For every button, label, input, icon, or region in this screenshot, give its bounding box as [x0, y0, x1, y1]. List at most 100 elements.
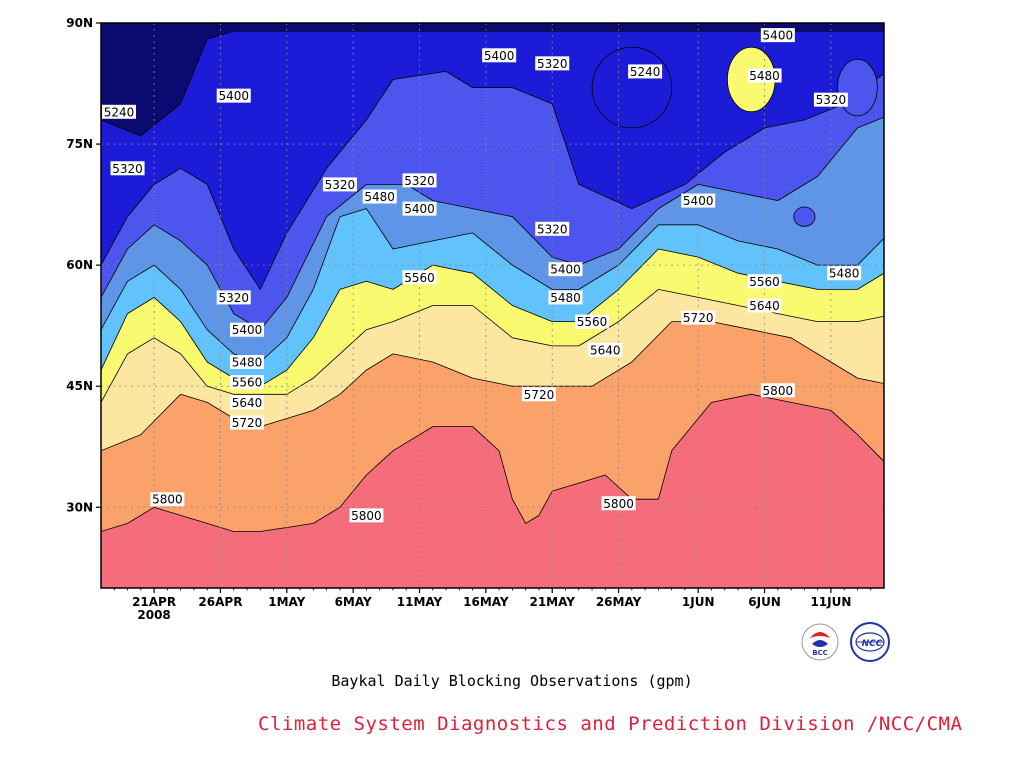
contour-label-text: 5720 [524, 388, 555, 402]
contour-label: 5400 [760, 28, 795, 43]
contour-label: 5720 [681, 310, 716, 325]
bcc-logo-text: BCC [812, 649, 828, 657]
contour-label-bg [747, 68, 782, 83]
contour-label-text: 5400 [683, 194, 714, 208]
contour-label-text: 5720 [232, 416, 263, 430]
contour-label: 5400 [216, 88, 251, 103]
contour-label-text: 5320 [325, 178, 356, 192]
contour-label-text: 5480 [829, 267, 860, 281]
contour-label-bg [322, 177, 357, 192]
contour-label-bg [402, 201, 437, 216]
contour-label: 5560 [402, 270, 437, 285]
contour-label-bg [229, 322, 264, 337]
contour-label: 5800 [760, 383, 795, 398]
contour-label: 5720 [229, 415, 264, 430]
contour-label: 5480 [229, 355, 264, 370]
contour-label-bg [229, 355, 264, 369]
contour-label-bg [229, 395, 264, 410]
contour-label: 5480 [747, 68, 782, 83]
contour-label-bg [827, 266, 862, 281]
ncc-logo-icon: NCC [850, 622, 890, 662]
contour-label-bg [575, 314, 610, 329]
x-tick-label: 16MAY [463, 595, 509, 609]
contour-label-text: 5640 [232, 396, 263, 410]
x-tick-label: 21MAY [529, 595, 575, 609]
contour-label-text: 5640 [590, 343, 621, 357]
contour-label: 5400 [482, 48, 517, 63]
x-tick-label: 6JUN [748, 595, 781, 609]
y-tick-label: 60N [66, 258, 93, 272]
contour-label-text: 5320 [816, 93, 847, 107]
chart-caption: Baykal Daily Blocking Observations (gpm) [331, 672, 693, 690]
credit-line: Climate System Diagnostics and Predictio… [258, 713, 963, 735]
contour-label-bg [402, 270, 437, 285]
contour-label-bg [102, 104, 136, 119]
contour-label-text: 5560 [577, 315, 608, 329]
logos: BCC NCC [800, 620, 900, 664]
contour-label: 5720 [521, 387, 556, 402]
contour-label: 5320 [322, 177, 357, 192]
contour-label-bg [548, 262, 583, 277]
x-tick-label: 11JUN [810, 595, 851, 609]
low-center-blob-far-east [793, 206, 816, 227]
contour-label-text: 5480 [550, 291, 581, 305]
contour-label-bg [482, 48, 517, 63]
contour-label-bg [362, 189, 397, 204]
contour-label-bg [150, 492, 185, 507]
contour-label-bg [681, 193, 716, 208]
contour-label: 5320 [535, 221, 570, 236]
contour-label-text: 5720 [683, 311, 714, 325]
ncc-logo-text: NCC [862, 639, 883, 649]
contour-label: 5240 [628, 64, 663, 79]
contour-label: 5320 [535, 56, 570, 71]
contour-label-text: 5320 [537, 222, 568, 236]
contour-label-bg [229, 415, 264, 430]
contour-label-text: 5240 [104, 105, 135, 119]
contour-label-text: 5800 [351, 509, 382, 523]
contour-label-bg [535, 221, 570, 236]
contour-label: 5480 [362, 189, 397, 204]
low-center-blob [591, 46, 673, 129]
contour-label-bg [628, 64, 663, 79]
contour-label: 5640 [747, 298, 782, 313]
contour-label-text: 5400 [550, 263, 581, 277]
contour-label: 5320 [216, 290, 251, 305]
contour-label: 5560 [575, 314, 610, 329]
contour-label-text: 5320 [112, 162, 143, 176]
contour-label-text: 5800 [152, 493, 183, 507]
contour-labels: 5240 5320 5400 5320 5400 5480 5560 5640 5720 5800… [102, 28, 862, 523]
contour-label: 5400 [402, 201, 437, 216]
contour-label-text: 5400 [484, 49, 515, 63]
x-axis: 21APR 26APR 1MAY 6MAY 11MAY 16MAY 21MAY 26MAY 1J… [113, 588, 872, 622]
contour-label: 5400 [229, 322, 264, 337]
contour-label: 5320 [813, 92, 848, 107]
y-tick-label: 90N [66, 16, 93, 30]
contour-label-bg [760, 28, 795, 43]
contour-label-text: 5480 [232, 356, 263, 370]
contour-label-bg [747, 274, 782, 289]
contour-label: 5640 [588, 342, 623, 357]
contour-label-bg [216, 88, 251, 103]
contour-label-bg [548, 290, 583, 305]
y-tick-label: 75N [66, 137, 93, 151]
x-year-label: 2008 [137, 608, 170, 622]
contour-label-bg [521, 387, 556, 402]
contour-label-text: 5560 [749, 275, 780, 289]
contour-label-bg [681, 310, 716, 325]
contour-label-text: 5320 [404, 174, 435, 188]
contour-label-text: 5480 [364, 190, 395, 204]
contour-label: 5480 [548, 290, 583, 305]
contour-label-text: 5800 [603, 497, 634, 511]
contour-label-bg [535, 56, 570, 71]
bcc-logo-icon: BCC [801, 623, 839, 661]
x-tick-label: 26APR [198, 595, 242, 609]
contour-label-text: 5640 [749, 299, 780, 313]
contour-label-bg [601, 496, 636, 511]
contour-label: 5480 [827, 266, 862, 281]
contour-label-bg [760, 383, 795, 398]
y-tick-label: 30N [66, 500, 93, 514]
contour-label: 5320 [110, 161, 145, 176]
y-tick-label: 45N [66, 379, 93, 393]
contour-label: 5560 [229, 375, 264, 390]
